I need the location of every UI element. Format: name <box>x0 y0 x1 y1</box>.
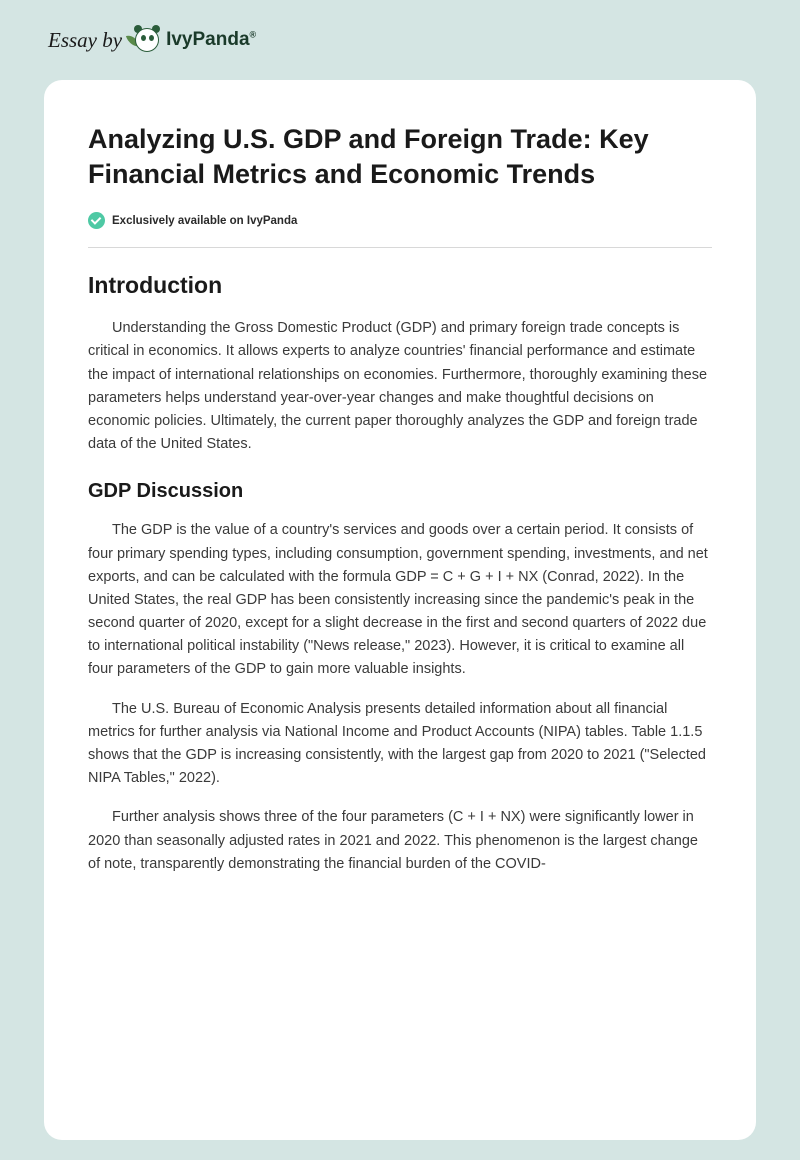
registered-mark: ® <box>250 30 257 40</box>
section-heading-gdp: GDP Discussion <box>88 480 712 503</box>
brand-logo: IvyPanda® <box>132 24 256 56</box>
header-bar: Essay by IvyPanda® <box>0 0 800 64</box>
essay-card: Analyzing U.S. GDP and Foreign Trade: Ke… <box>44 80 756 1140</box>
paragraph: The GDP is the value of a country's serv… <box>88 519 712 681</box>
panda-icon <box>132 24 162 56</box>
logo-text: IvyPanda® <box>166 29 256 51</box>
section-heading-introduction: Introduction <box>88 272 712 299</box>
paragraph: Further analysis shows three of the four… <box>88 806 712 876</box>
check-icon <box>88 212 105 229</box>
paragraph: Understanding the Gross Domestic Product… <box>88 317 712 456</box>
paragraph: The U.S. Bureau of Economic Analysis pre… <box>88 698 712 791</box>
essay-title: Analyzing U.S. GDP and Foreign Trade: Ke… <box>88 122 712 192</box>
badge-text: Exclusively available on IvyPanda <box>112 215 297 227</box>
essay-by-label: Essay by <box>48 28 122 53</box>
availability-badge: Exclusively available on IvyPanda <box>88 212 712 248</box>
